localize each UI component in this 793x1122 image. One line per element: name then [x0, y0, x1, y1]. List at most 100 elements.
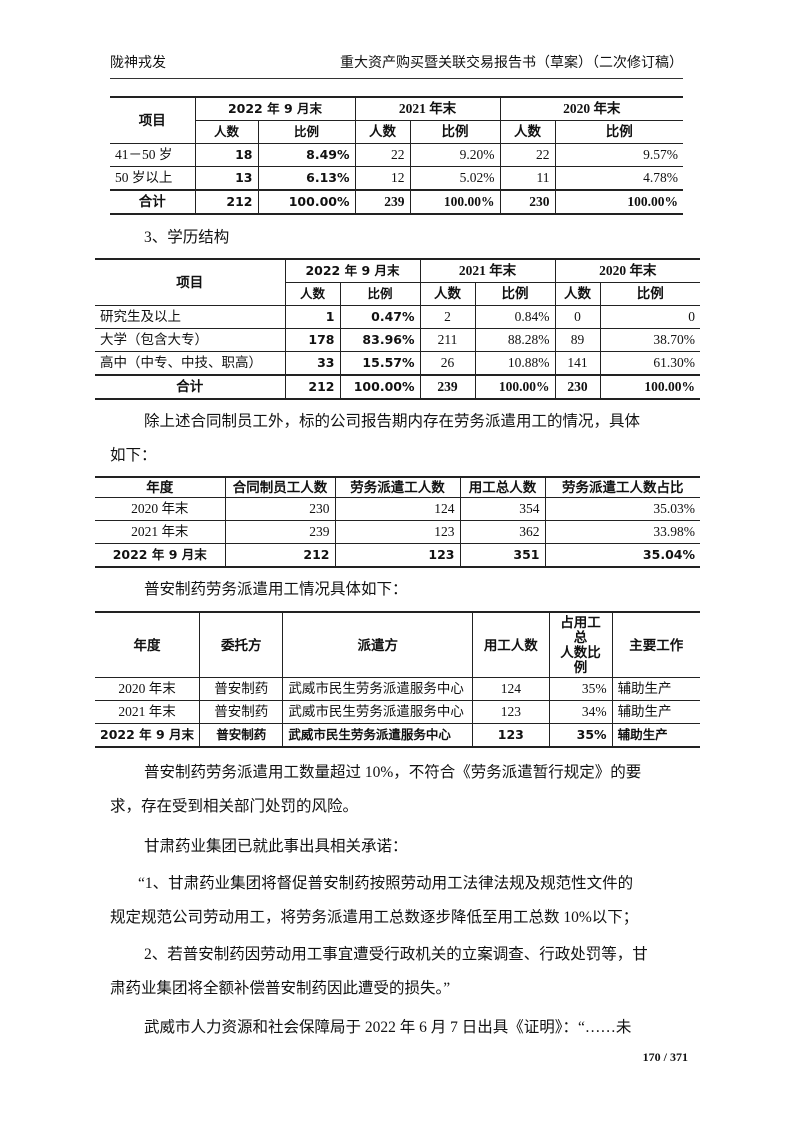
table-cell: 2021 年末 [95, 700, 201, 724]
table-cell: 2021 年末 [419, 258, 556, 283]
table-header-row: 项目 2022 年 9 月末 2021 年末 2020 年末 [110, 96, 683, 144]
table-cell: 123 [472, 700, 550, 724]
header-left: 陇神戎发 [110, 56, 166, 71]
table-cell: 2022 年 9 月末 [95, 543, 226, 568]
table-cell: 年度 [95, 611, 201, 678]
table-cell: 9.57% [554, 143, 683, 167]
table-cell: 88.28% [474, 328, 556, 352]
table-cell: 辅助生产 [611, 677, 700, 701]
table-cell: 34% [548, 700, 613, 724]
table-row: 2020 年末 普安制药 武威市民生劳务派遣服务中心 124 35% 辅助生产 [95, 677, 700, 701]
paragraph: 求，存在受到相关部门处罚的风险。 [110, 798, 359, 815]
table-cell: 人数 [354, 120, 411, 144]
table-cell: 123 [334, 543, 461, 568]
table-cell: 141 [554, 351, 601, 376]
table-cell: 6.13% [257, 166, 356, 191]
table-cell: 230 [224, 497, 336, 521]
table-row: 合计 212 100.00% 239 100.00% 230 100.00% [110, 189, 683, 215]
table-cell: 人数 [419, 282, 476, 306]
table-cell: 项目 [110, 96, 196, 144]
table-cell: 124 [334, 497, 461, 521]
table-cell: 212 [284, 374, 341, 400]
table-header-row: 项目 2022 年 9 月末 2021 年末 2020 年末 [95, 258, 700, 306]
header-right: 重大资产购买暨关联交易报告书（草案）（二次修订稿） [340, 56, 683, 71]
puan-dispatch-table: 年度 委托方 派遣方 用工人数 占用工总 人数比例 主要工作 2020 年末 普安制药 武威市民… [95, 611, 700, 748]
table-cell: 用工人数 [472, 611, 550, 678]
table-cell: 2020 年末 [499, 96, 683, 121]
table-cell: 主要工作 [611, 611, 700, 678]
paragraph: 甘肃药业集团已就此事出具相关承诺： [144, 838, 408, 855]
table-cell: 22 [499, 143, 556, 167]
table-cell: 178 [284, 328, 341, 352]
table-cell: 武威市民生劳务派遣服务中心 [282, 700, 474, 724]
paragraph: 普安制药劳务派遣用工数量超过 10%，不符合《劳务派遣暂行规定》的要 [144, 764, 642, 781]
paragraph: 规定规范公司劳动用工，将劳务派遣用工总数逐步降低至用工总数 10%以下； [110, 909, 639, 926]
table-cell: 100.00% [257, 189, 356, 215]
table-cell: 354 [459, 497, 546, 521]
table-row: 2021 年末 239 123 362 33.98% [95, 520, 700, 544]
table-cell: 89 [554, 328, 601, 352]
table-cell: 212 [224, 543, 336, 568]
table-cell: 比例 [554, 120, 683, 144]
table-cell: 辅助生产 [611, 723, 700, 748]
table-cell: 239 [419, 374, 476, 400]
table-cell: 38.70% [599, 328, 700, 352]
section-education-heading: 3、学历结构 [144, 229, 230, 246]
table-cell: 35% [548, 723, 613, 748]
education-structure-table: 项目 2022 年 9 月末 2021 年末 2020 年末 人数 比例 人数 比例 人数 比例研… [95, 258, 700, 400]
table-cell: 辅助生产 [611, 700, 700, 724]
table-cell: 100.00% [599, 374, 700, 400]
table-cell: 100.00% [339, 374, 421, 400]
table-cell: 研究生及以上 [95, 305, 286, 329]
table-row: 研究生及以上 1 0.47% 2 0.84% 0 0 [95, 305, 700, 329]
table-cell: 2021 年末 [354, 96, 501, 121]
table-cell: 33 [284, 351, 341, 376]
table-row: 大学（包含大专） 178 83.96% 211 88.28% 89 38.70% [95, 328, 700, 352]
table-cell: 230 [499, 189, 556, 215]
table-cell: 8.49% [257, 143, 356, 167]
table-cell: 项目 [95, 258, 286, 306]
page-number: 170 / 371 [642, 1050, 688, 1064]
paragraph-puan-intro: 普安制药劳务派遣用工情况具体如下： [144, 581, 408, 598]
table-cell: 12 [354, 166, 411, 191]
table-row: 合计 212 100.00% 239 100.00% 230 100.00% [95, 374, 700, 400]
table-cell: 9.20% [409, 143, 501, 167]
table-cell: 普安制药 [199, 700, 284, 724]
table-cell: 比例 [474, 282, 556, 306]
table-cell: 1 [284, 305, 341, 329]
table-cell: 2020 年末 [554, 258, 700, 283]
table-cell: 2022 年 9 月末 [95, 723, 201, 748]
table-cell: 35.04% [544, 543, 700, 568]
table-cell: 15.57% [339, 351, 421, 376]
table-cell: 武威市民生劳务派遣服务中心 [282, 723, 474, 748]
table-cell: 2 [419, 305, 476, 329]
table-cell: 123 [334, 520, 461, 544]
table-cell: 比例 [257, 120, 356, 144]
table-cell: 212 [194, 189, 259, 215]
table-cell: 占用工总 人数比例 [548, 611, 613, 678]
table-cell: 用工总人数 [459, 476, 546, 498]
table-cell: 人数 [285, 282, 341, 306]
table-cell: 0.47% [339, 305, 421, 329]
table-cell: 239 [354, 189, 411, 215]
table-cell: 委托方 [199, 611, 284, 678]
page-header: 陇神戎发 重大资产购买暨关联交易报告书（草案）（二次修订稿） [110, 50, 683, 79]
table-header-row: 年度 合同制员工人数 劳务派遣工人数 用工总人数 劳务派遣工人数占比 [95, 476, 700, 498]
table-cell: 比例 [339, 282, 421, 306]
table-cell: 351 [459, 543, 546, 568]
table-cell: 123 [472, 723, 550, 748]
table-cell: 派遣方 [282, 611, 474, 678]
table-cell: 33.98% [544, 520, 700, 544]
table-cell: 230 [554, 374, 601, 400]
table-cell: 0.84% [474, 305, 556, 329]
table-cell: 合同制员工人数 [224, 476, 336, 498]
table-cell: 合计 [110, 189, 196, 215]
table-cell: 高中（中专、中技、职高） [95, 351, 286, 376]
table-cell: 人数 [195, 120, 259, 144]
table-cell: 比例 [599, 282, 700, 306]
table-cell: 劳务派遣工人数 [334, 476, 461, 498]
labor-dispatch-table: 年度 合同制员工人数 劳务派遣工人数 用工总人数 劳务派遣工人数占比 2020 年末 230… [95, 476, 700, 568]
table-cell: 22 [354, 143, 411, 167]
table-cell: 人数 [554, 282, 601, 306]
table-cell: 18 [194, 143, 259, 167]
